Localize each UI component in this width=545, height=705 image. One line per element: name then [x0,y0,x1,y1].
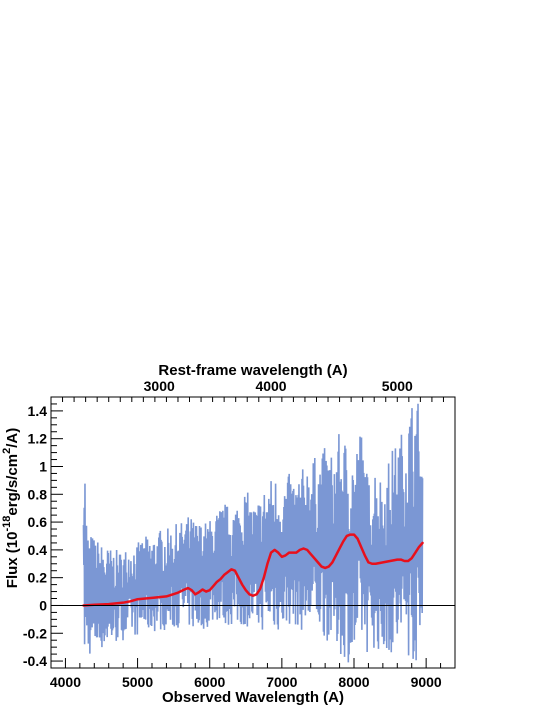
x-axis-title: Observed Wavelength (A) [162,689,344,705]
top-tick-label: 4000 [255,378,286,394]
y-axis-title-exponent-1: -18 [1,516,13,532]
y-tick-label: 0.6 [28,514,48,530]
y-tick-label: 0 [39,597,47,613]
y-tick-label: 1 [39,458,47,474]
top-tick-label: 3000 [144,378,175,394]
y-axis-title: Flux (10-18erg/s/cm2/A) [1,428,21,588]
axis-labels: 4000 5000 6000 7000 8000 9000 -0.4 -0.2 0 0.2 0.4 0… [23,378,442,690]
y-tick-label: -0.2 [23,625,47,641]
y-tick-label: -0.4 [23,653,47,669]
y-axis-title-middle: erg/s/cm [4,454,21,516]
spectrum-noise-line [82,403,424,663]
smoothed-spectrum-line [82,533,424,607]
x-tick-label: 9000 [411,674,442,690]
axes [50,396,456,669]
top-tick-label: 5000 [382,378,413,394]
y-axis-title-suffix: /A) [4,428,21,448]
y-tick-label: 1.4 [28,403,48,419]
x-tick-label: 8000 [338,674,369,690]
x-tick-label: 6000 [194,674,225,690]
y-tick-label: 0.2 [28,570,48,586]
x-tick-label: 5000 [122,674,153,690]
plot-area [51,403,455,663]
x-tick-label: 7000 [266,674,297,690]
x-tick-label: 4000 [50,674,81,690]
y-tick-label: 1.2 [28,431,48,447]
y-tick-label: 0.4 [28,542,48,558]
y-axis-title-prefix: Flux (10 [4,532,21,589]
top-axis-title: Rest-frame wavelength (A) [158,362,347,379]
y-tick-label: 0.8 [28,486,48,502]
y-axis-title-exponent-2: 2 [1,448,13,454]
